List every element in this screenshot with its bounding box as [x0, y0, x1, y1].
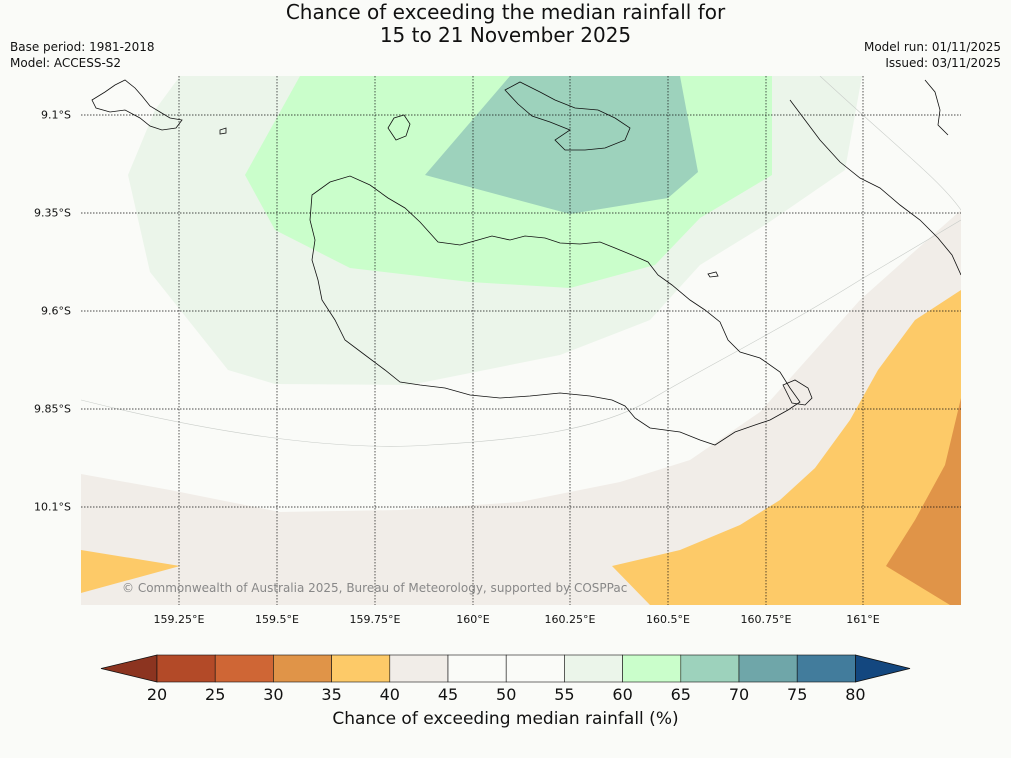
- colorbar-tick-label: 40: [379, 685, 400, 704]
- lat-label-10-1: 10.1°S: [34, 500, 71, 514]
- colorbar-segment: [273, 654, 332, 683]
- colorbar-tick-label: 65: [670, 685, 691, 704]
- small-islet: [219, 127, 227, 135]
- colorbar-tick-label: 45: [437, 685, 459, 704]
- zone-40-45-south: [81, 210, 961, 605]
- lat-label-9-35: 9.35°S: [34, 206, 71, 220]
- colorbar-segment: [564, 654, 623, 683]
- base-period: Base period: 1981-2018: [10, 40, 155, 54]
- contour-line: [819, 76, 961, 211]
- zone-65-70: [425, 76, 698, 214]
- colorbar-tick-label: 20: [146, 685, 168, 704]
- colorbar-segment: [505, 654, 565, 683]
- colorbar-segment: [214, 654, 274, 683]
- colorbar-tick-label: 30: [263, 685, 284, 704]
- colorbar-tick-label: 50: [496, 685, 517, 704]
- colorbar-segment: [447, 654, 507, 683]
- colorbar-tick-label: 75: [787, 685, 808, 704]
- colorbar-segment: [796, 654, 856, 683]
- model-name: Model: ACCESS-S2: [10, 56, 122, 70]
- copyright-notice: © Commonwealth of Australia 2025, Bureau…: [122, 581, 627, 595]
- colorbar: [100, 654, 911, 683]
- small-islet: [707, 271, 719, 278]
- northeast-islet-coastline: [924, 79, 949, 136]
- colorbar-tick-label: 80: [845, 685, 866, 704]
- coastlines: [91, 79, 961, 446]
- lon-label-160-25: 160.25°E: [544, 613, 596, 626]
- meta-left: Base period: 1981-2018 Model: ACCESS-S2: [10, 39, 155, 71]
- lon-label-159-75: 159.75°E: [349, 613, 401, 626]
- model-run: Model run: 01/11/2025: [863, 40, 1001, 54]
- issued-date: Issued: 03/11/2025: [885, 56, 1001, 70]
- lat-label-9-6: 9.6°S: [41, 304, 71, 318]
- colorbar-arrow-high: [855, 654, 911, 683]
- zone-35-40-southwest: [81, 550, 180, 593]
- colorbar-arrow-low: [100, 654, 158, 683]
- russell-islands-coastline: [91, 79, 183, 131]
- colorbar-segment: [738, 654, 798, 683]
- colorbar-label: Chance of exceeding median rainfall (%): [332, 709, 679, 729]
- florida-islands-coastline: [504, 81, 631, 151]
- malaita-coastline: [789, 99, 961, 276]
- colorbar-segment: [331, 654, 391, 683]
- colorbar-segment: [622, 654, 682, 683]
- graticule: [81, 76, 961, 605]
- colorbar-segment: [680, 654, 740, 683]
- meta-right: Model run: 01/11/2025 Issued: 03/11/2025: [864, 39, 1001, 71]
- colorbar-tick-label: 35: [321, 685, 342, 704]
- lat-label-9-1: 9.1°S: [41, 108, 71, 122]
- lon-label-159-25: 159.25°E: [153, 613, 205, 626]
- lat-label-9-85: 9.85°S: [34, 402, 71, 416]
- lon-label-161: 161°E: [846, 613, 880, 626]
- lon-label-160-5: 160.5°E: [646, 613, 690, 626]
- colorbar-tick-label: 70: [728, 685, 750, 704]
- lon-label-160: 160°E: [456, 613, 490, 626]
- colorbar-segment: [156, 654, 216, 683]
- savo-island-coastline: [387, 114, 411, 141]
- lon-label-159-5: 159.5°E: [255, 613, 299, 626]
- colorbar-tick-label: 25: [205, 685, 226, 704]
- zone-30-35-southeast: [886, 398, 961, 605]
- contour-line: [81, 219, 961, 447]
- guadalcanal-coastline: [309, 175, 801, 446]
- probability-fields: [81, 76, 961, 605]
- lon-label-160-75: 160.75°E: [740, 613, 792, 626]
- map-title-line2: 15 to 21 November 2025: [379, 23, 632, 47]
- colorbar-tick-label: 55: [554, 685, 575, 704]
- colorbar-tick-label: 60: [612, 685, 633, 704]
- map-title-line1: Chance of exceeding the median rainfall …: [285, 0, 726, 24]
- colorbar-segment: [389, 654, 449, 683]
- marau-coastline: [782, 379, 813, 406]
- zone-35-40-southeast: [612, 290, 961, 605]
